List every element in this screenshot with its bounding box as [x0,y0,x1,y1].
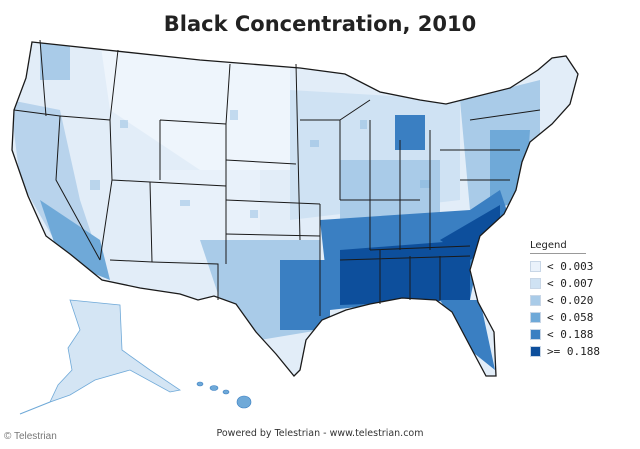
legend-label: < 0.188 [547,328,594,341]
image-credit: © Telestrian [4,431,57,442]
legend-item: < 0.188 [530,327,610,342]
lower-48-map [12,42,578,376]
legend-item: < 0.020 [530,293,610,308]
legend-swatch [530,329,541,340]
legend-swatch [530,295,541,306]
alaska-map [19,299,182,415]
legend-item: < 0.058 [530,310,610,325]
legend-label: < 0.003 [547,260,594,273]
legend-label: < 0.058 [547,311,594,324]
hawaii-map [196,381,252,409]
legend-swatch [530,312,541,323]
legend-title: Legend [530,240,567,251]
map-legend: Legend < 0.003 < 0.007 < 0.020 < 0.058 <… [530,240,610,361]
legend-item: < 0.003 [530,259,610,274]
state-borders [11,39,579,377]
powered-by-footer: Powered by Telestrian - www.telestrian.c… [216,428,424,439]
legend-swatch [530,278,541,289]
legend-label: < 0.007 [547,277,594,290]
legend-item: >= 0.188 [530,344,610,359]
legend-swatch [530,261,541,272]
legend-label: < 0.020 [547,294,594,307]
legend-label: >= 0.188 [547,345,600,358]
legend-swatch [530,346,541,357]
legend-divider [530,253,586,254]
map-title: Black Concentration, 2010 [163,12,477,36]
legend-item: < 0.007 [530,276,610,291]
